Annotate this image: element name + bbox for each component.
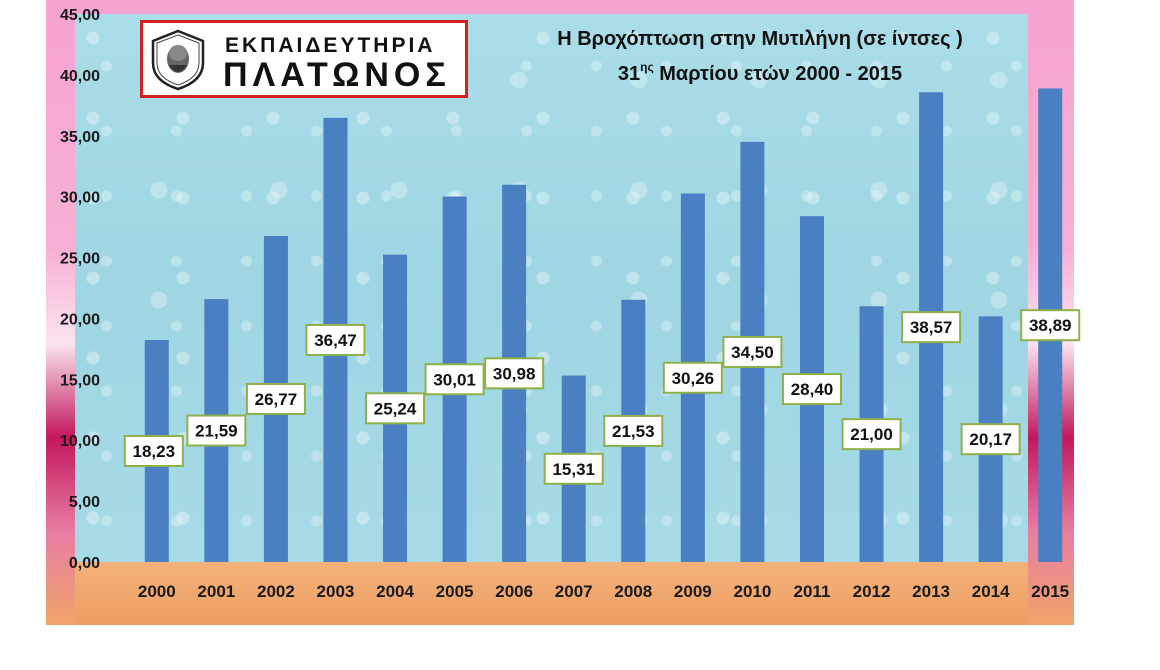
x-axis-band bbox=[75, 562, 1028, 625]
data-label-box-2001 bbox=[186, 414, 247, 447]
x-tick-label: 2001 bbox=[197, 582, 235, 601]
x-tick-label: 2011 bbox=[794, 582, 831, 601]
data-label-2005: 30,01 bbox=[433, 370, 476, 389]
y-tick-label: 35,00 bbox=[60, 129, 100, 146]
data-label-2004: 25,24 bbox=[374, 399, 417, 418]
data-label-box-2015 bbox=[1020, 309, 1081, 342]
data-label-box-2004 bbox=[365, 392, 426, 425]
x-tick-label: 2014 bbox=[972, 582, 1010, 601]
x-tick-label: 2006 bbox=[495, 582, 533, 601]
data-label-box-2007 bbox=[543, 452, 604, 485]
y-tick-label: 30,00 bbox=[60, 190, 100, 207]
y-tick-label: 15,00 bbox=[60, 372, 100, 389]
data-label-box-2000 bbox=[123, 434, 184, 467]
x-tick-label: 2002 bbox=[257, 582, 295, 601]
y-tick-label: 0,00 bbox=[69, 555, 100, 572]
data-label-2003: 36,47 bbox=[314, 331, 357, 350]
data-label-2008: 21,53 bbox=[612, 422, 655, 441]
data-label-box-2009 bbox=[662, 361, 723, 394]
x-tick-label: 2008 bbox=[614, 582, 652, 601]
data-label-2006: 30,98 bbox=[493, 364, 536, 383]
data-label-box-2003 bbox=[305, 323, 366, 356]
y-tick-label: 45,00 bbox=[60, 7, 100, 24]
data-label-2011: 28,40 bbox=[791, 380, 834, 399]
x-tick-label: 2007 bbox=[555, 582, 593, 601]
x-tick-label: 2013 bbox=[912, 582, 950, 601]
chart-title: Η Βροχόπτωση στην Μυτιλήνη (σε ίντσες ) … bbox=[557, 28, 963, 85]
data-label-box-2013 bbox=[901, 311, 962, 344]
y-axis-ticks: 0,00 5,00 10,00 15,00 20,00 25,00 30,00 35,00 40… bbox=[60, 7, 100, 572]
data-label-box-2010 bbox=[722, 335, 783, 368]
x-axis-ticks: 2000 2001 2002 2003 2004 2005 2006 2007 2008 2009… bbox=[138, 582, 1069, 601]
y-tick-label: 25,00 bbox=[60, 251, 100, 268]
y-tick-label: 40,00 bbox=[60, 68, 100, 85]
data-label-box-2002 bbox=[245, 383, 306, 416]
data-label-2015: 38,89 bbox=[1029, 316, 1072, 335]
data-label-2001: 21,59 bbox=[195, 422, 238, 441]
data-label-box-2011 bbox=[781, 373, 842, 406]
x-tick-label: 2000 bbox=[138, 582, 176, 601]
x-tick-label: 2015 bbox=[1031, 582, 1069, 601]
data-label-2014: 20,17 bbox=[969, 430, 1012, 449]
data-label-box-2012 bbox=[841, 418, 902, 451]
logo-line2: ΠΛΑΤΩΝΟΣ bbox=[223, 56, 451, 94]
chart-title-line2: 31ης Μαρτίου ετών 2000 - 2015 bbox=[618, 60, 902, 85]
data-label-box-2005 bbox=[424, 363, 485, 396]
platon-head-emblem-icon bbox=[151, 29, 205, 91]
data-label-box-2014 bbox=[960, 423, 1021, 456]
y-tick-label: 10,00 bbox=[60, 433, 100, 450]
data-label-2009: 30,26 bbox=[672, 369, 715, 388]
y-tick-label: 5,00 bbox=[69, 494, 100, 511]
data-label-2000: 18,23 bbox=[133, 442, 176, 461]
data-label-2012: 21,00 bbox=[850, 425, 893, 444]
x-tick-label: 2004 bbox=[376, 582, 414, 601]
logo-line1: ΕΚΠΑΙΔΕΥΤΗΡΙΑ bbox=[225, 34, 436, 57]
x-tick-label: 2005 bbox=[436, 582, 474, 601]
logo: ΕΚΠΑΙΔΕΥΤΗΡΙΑ ΠΛΑΤΩΝΟΣ bbox=[140, 20, 468, 98]
data-label-2007: 15,31 bbox=[552, 460, 595, 479]
x-tick-label: 2010 bbox=[733, 582, 771, 601]
data-label-2002: 26,77 bbox=[255, 390, 298, 409]
x-tick-label: 2003 bbox=[317, 582, 355, 601]
data-labels: 18,23 21,59 26,77 36,47 25,24 30,01 30,98 15,31… bbox=[123, 309, 1081, 485]
x-tick-label: 2009 bbox=[674, 582, 712, 601]
data-label-2013: 38,57 bbox=[910, 318, 953, 337]
data-label-box-2006 bbox=[484, 357, 545, 390]
data-label-box-2008 bbox=[603, 414, 664, 447]
chart-title-line1: Η Βροχόπτωση στην Μυτιλήνη (σε ίντσες ) bbox=[557, 28, 963, 50]
y-tick-label: 20,00 bbox=[60, 311, 100, 328]
data-label-2010: 34,50 bbox=[731, 343, 774, 362]
x-tick-label: 2012 bbox=[853, 582, 891, 601]
